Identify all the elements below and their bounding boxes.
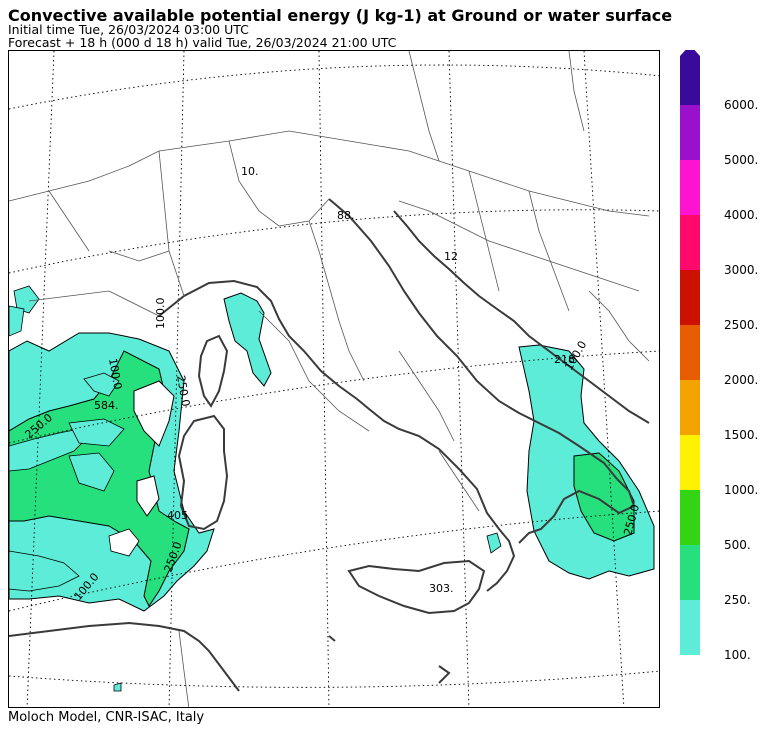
legend-label-6000: 6000. [724, 98, 759, 112]
legend-band-3000 [680, 215, 700, 270]
coastlines [9, 198, 650, 692]
label-10: 10. [241, 165, 259, 178]
cape-area-corsica-north [223, 292, 272, 387]
borders [9, 51, 650, 707]
contour-label-250-b: 250.0 [174, 374, 192, 407]
map-panel: 10. 88. 12 218 584. 405 303. 100.0 250.0… [8, 50, 660, 708]
label-218: 218 [554, 353, 575, 366]
forecast-valid-time: Forecast + 18 h (000 d 18 h) valid Tue, … [8, 35, 397, 50]
label-88: 88. [337, 209, 355, 222]
legend-label-250: 250. [724, 593, 751, 607]
graticule [9, 51, 659, 707]
legend-band-250 [680, 545, 700, 600]
legend-label-2000: 2000. [724, 373, 759, 387]
legend-label-3000: 3000. [724, 263, 759, 277]
map-canvas: 10. 88. 12 218 584. 405 303. 100.0 250.0… [9, 51, 659, 707]
legend-label-500: 500. [724, 538, 751, 552]
legend-band-2500 [680, 270, 700, 325]
label-584: 584. [94, 399, 119, 412]
cape-area-east [518, 344, 655, 580]
legend-band-100 [680, 600, 700, 655]
legend-label-100: 100. [724, 648, 751, 662]
initial-time: Initial time Tue, 26/03/2024 03:00 UTC [8, 22, 249, 37]
legend-label-2500: 2500. [724, 318, 759, 332]
label-405: 405 [167, 509, 188, 522]
contour-label-100-a: 100.0 [106, 357, 124, 390]
legend-band-500 [680, 490, 700, 545]
label-12: 12 [444, 250, 458, 263]
map-title: Convective available potential energy (J… [8, 6, 673, 25]
legend-label-1500: 1500. [724, 428, 759, 442]
legend-band-6000 [680, 50, 700, 105]
model-credit: Moloch Model, CNR-ISAC, Italy [8, 710, 205, 725]
cape-area-west [9, 285, 215, 612]
legend-band-4000 [680, 160, 700, 215]
contour-label-100-b: 100.0 [154, 298, 167, 330]
label-303: 303. [429, 582, 454, 595]
legend-label-5000: 5000. [724, 153, 759, 167]
legend-label-1000: 1000. [724, 483, 759, 497]
legend-band-1000 [680, 435, 700, 490]
legend-colorbar [680, 50, 700, 655]
legend-band-2000 [680, 325, 700, 380]
legend-band-5000 [680, 105, 700, 160]
legend-band-1500 [680, 380, 700, 435]
color-legend: 100. 250. 500. 1000. 1500. 2000. 2500. 3000. 400… [678, 50, 759, 662]
legend-label-4000: 4000. [724, 208, 759, 222]
